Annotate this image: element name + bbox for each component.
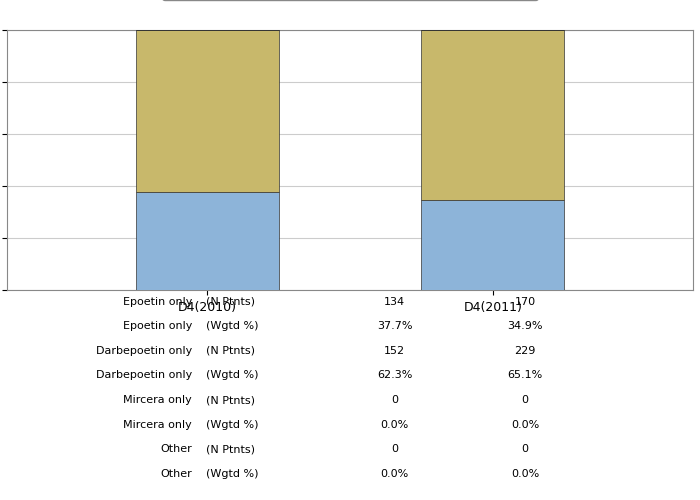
Text: (Wgtd %): (Wgtd %) (206, 321, 258, 331)
Text: 170: 170 (514, 296, 536, 306)
Text: (N Ptnts): (N Ptnts) (206, 444, 255, 454)
Text: 0: 0 (522, 395, 528, 405)
Text: 65.1%: 65.1% (508, 370, 542, 380)
Bar (136, 30, 279, 192)
Text: Epoetin only: Epoetin only (122, 296, 192, 306)
Text: Mircera only: Mircera only (123, 420, 192, 430)
Bar (421, 200, 564, 290)
Text: 0.0%: 0.0% (381, 420, 409, 430)
Text: 0.0%: 0.0% (511, 469, 539, 479)
Text: (Wgtd %): (Wgtd %) (206, 370, 258, 380)
Text: 34.9%: 34.9% (508, 321, 542, 331)
Text: 134: 134 (384, 296, 405, 306)
Text: 37.7%: 37.7% (377, 321, 412, 331)
Text: 229: 229 (514, 346, 536, 356)
Text: (N Ptnts): (N Ptnts) (206, 395, 255, 405)
Text: (Wgtd %): (Wgtd %) (206, 469, 258, 479)
Text: 0: 0 (391, 395, 398, 405)
Text: 0: 0 (391, 444, 398, 454)
Text: (N Ptnts): (N Ptnts) (206, 346, 255, 356)
Bar (421, 30, 564, 200)
Text: 62.3%: 62.3% (377, 370, 412, 380)
Text: 0.0%: 0.0% (511, 420, 539, 430)
Bar (136, 192, 279, 290)
Text: 152: 152 (384, 346, 405, 356)
Text: (N Ptnts): (N Ptnts) (206, 296, 255, 306)
Text: Darbepoetin only: Darbepoetin only (96, 370, 192, 380)
Text: Darbepoetin only: Darbepoetin only (96, 346, 192, 356)
Text: Other: Other (160, 469, 193, 479)
Text: Other: Other (160, 444, 193, 454)
Text: Mircera only: Mircera only (123, 395, 192, 405)
Text: 0: 0 (522, 444, 528, 454)
Text: Epoetin only: Epoetin only (122, 321, 192, 331)
Text: 0.0%: 0.0% (381, 469, 409, 479)
Text: (Wgtd %): (Wgtd %) (206, 420, 258, 430)
